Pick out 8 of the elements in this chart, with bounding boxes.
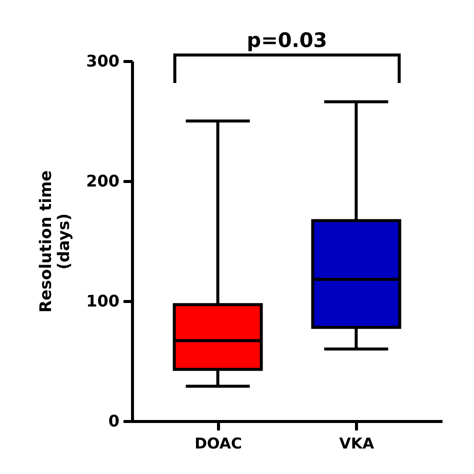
- x-tick-label: DOAC: [194, 434, 242, 452]
- y-tick-label: 0: [108, 412, 120, 430]
- y-tick-label: 300: [86, 52, 120, 70]
- x-tick-label: VKA: [339, 434, 375, 452]
- y-axis-title: Resolution time (days): [36, 170, 74, 313]
- y-tick-label: 100: [86, 292, 120, 310]
- text: p=0.03: [246, 28, 328, 52]
- y-tick-label: 200: [86, 172, 120, 190]
